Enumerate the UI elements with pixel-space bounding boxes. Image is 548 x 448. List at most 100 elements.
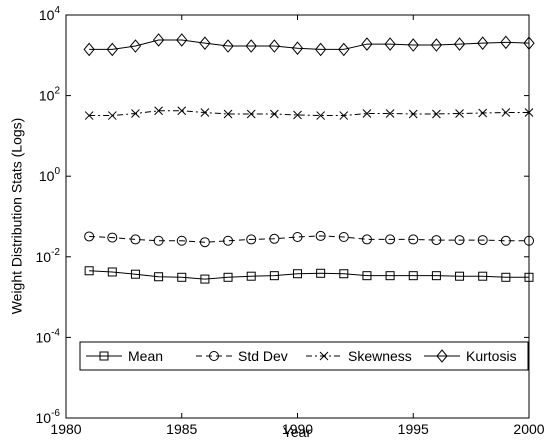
data-point	[384, 37, 396, 51]
y-tick-label: 10-4	[36, 327, 61, 345]
data-point	[177, 272, 187, 282]
data-point	[152, 33, 165, 47]
data-point	[153, 235, 164, 246]
data-point	[453, 37, 466, 51]
data-point	[361, 234, 372, 245]
data-point	[83, 42, 95, 57]
series-line	[89, 235, 529, 243]
data-point	[177, 106, 187, 116]
data-point	[385, 109, 395, 118]
data-point	[246, 234, 257, 245]
y-axis-label: Weight Distribution Stats (Logs)	[9, 118, 25, 315]
data-point	[107, 267, 117, 277]
legend-label: Std Dev	[238, 348, 288, 364]
data-point	[431, 235, 442, 246]
data-point	[385, 234, 396, 245]
data-point	[316, 268, 326, 278]
legend-label: Kurtosis	[466, 348, 517, 364]
data-point	[269, 109, 279, 119]
x-tick-label: 1980	[50, 421, 81, 437]
legend-label: Skewness	[348, 348, 412, 364]
data-point	[200, 274, 210, 284]
x-tick-label: 1995	[398, 421, 429, 437]
x-tick-label: 1985	[166, 421, 197, 437]
series-line	[89, 110, 529, 117]
data-point	[501, 272, 511, 282]
data-point	[500, 35, 512, 50]
legend-marker	[319, 351, 329, 361]
data-point	[478, 271, 488, 281]
data-point	[154, 106, 163, 116]
data-point	[293, 269, 302, 279]
legend-marker	[99, 351, 109, 361]
legend-label: Mean	[128, 348, 163, 364]
data-point	[246, 109, 256, 119]
x-axis-label: Year	[283, 424, 312, 440]
data-point	[454, 235, 465, 246]
data-point	[339, 269, 349, 279]
data-point	[500, 235, 511, 246]
data-point	[245, 39, 257, 53]
series-line	[89, 39, 530, 50]
data-point	[84, 266, 94, 276]
data-point	[477, 36, 489, 50]
data-point	[106, 42, 118, 57]
legend-marker	[436, 349, 448, 363]
data-point	[455, 271, 465, 281]
data-point	[524, 272, 534, 282]
data-point	[223, 109, 233, 119]
data-point	[408, 234, 419, 245]
data-point	[524, 108, 534, 117]
data-point	[338, 42, 350, 57]
data-point	[107, 111, 117, 120]
data-point	[223, 235, 234, 246]
data-point	[84, 111, 94, 120]
data-point	[362, 109, 372, 118]
y-tick-label: 102	[39, 86, 61, 104]
data-point	[523, 36, 535, 50]
data-point	[176, 33, 188, 47]
data-point	[269, 233, 280, 244]
data-point	[200, 108, 210, 117]
data-point	[431, 271, 441, 281]
data-point	[361, 37, 373, 51]
data-point	[339, 111, 349, 120]
data-point	[107, 232, 118, 243]
data-point	[407, 38, 419, 52]
data-point	[408, 271, 418, 281]
data-point	[291, 41, 304, 55]
data-point	[385, 271, 395, 281]
x-tick-label: 1990	[282, 421, 313, 437]
data-point	[84, 231, 95, 242]
data-point	[222, 39, 234, 53]
data-point	[524, 235, 534, 246]
data-point	[293, 110, 302, 120]
data-point	[430, 38, 443, 52]
y-tick-label: 100	[39, 166, 61, 184]
data-point	[130, 269, 140, 279]
data-point	[246, 271, 256, 281]
legend-marker	[209, 351, 219, 361]
data-point	[199, 237, 210, 248]
y-tick-label: 104	[39, 5, 61, 23]
data-point	[129, 39, 142, 53]
data-point	[477, 235, 488, 246]
data-point	[269, 271, 279, 281]
data-point	[314, 42, 327, 57]
data-point	[338, 231, 349, 242]
y-tick-label: 10-2	[36, 247, 61, 265]
data-point	[408, 109, 418, 119]
data-point	[223, 272, 233, 282]
data-point	[292, 231, 303, 242]
data-point	[154, 272, 164, 282]
data-point	[478, 108, 488, 118]
data-point	[315, 230, 326, 241]
data-point	[199, 36, 211, 50]
data-point	[501, 108, 511, 117]
data-point	[316, 111, 326, 120]
data-point	[432, 109, 441, 119]
data-point	[362, 271, 372, 281]
data-point	[130, 234, 141, 245]
data-point	[268, 39, 281, 53]
